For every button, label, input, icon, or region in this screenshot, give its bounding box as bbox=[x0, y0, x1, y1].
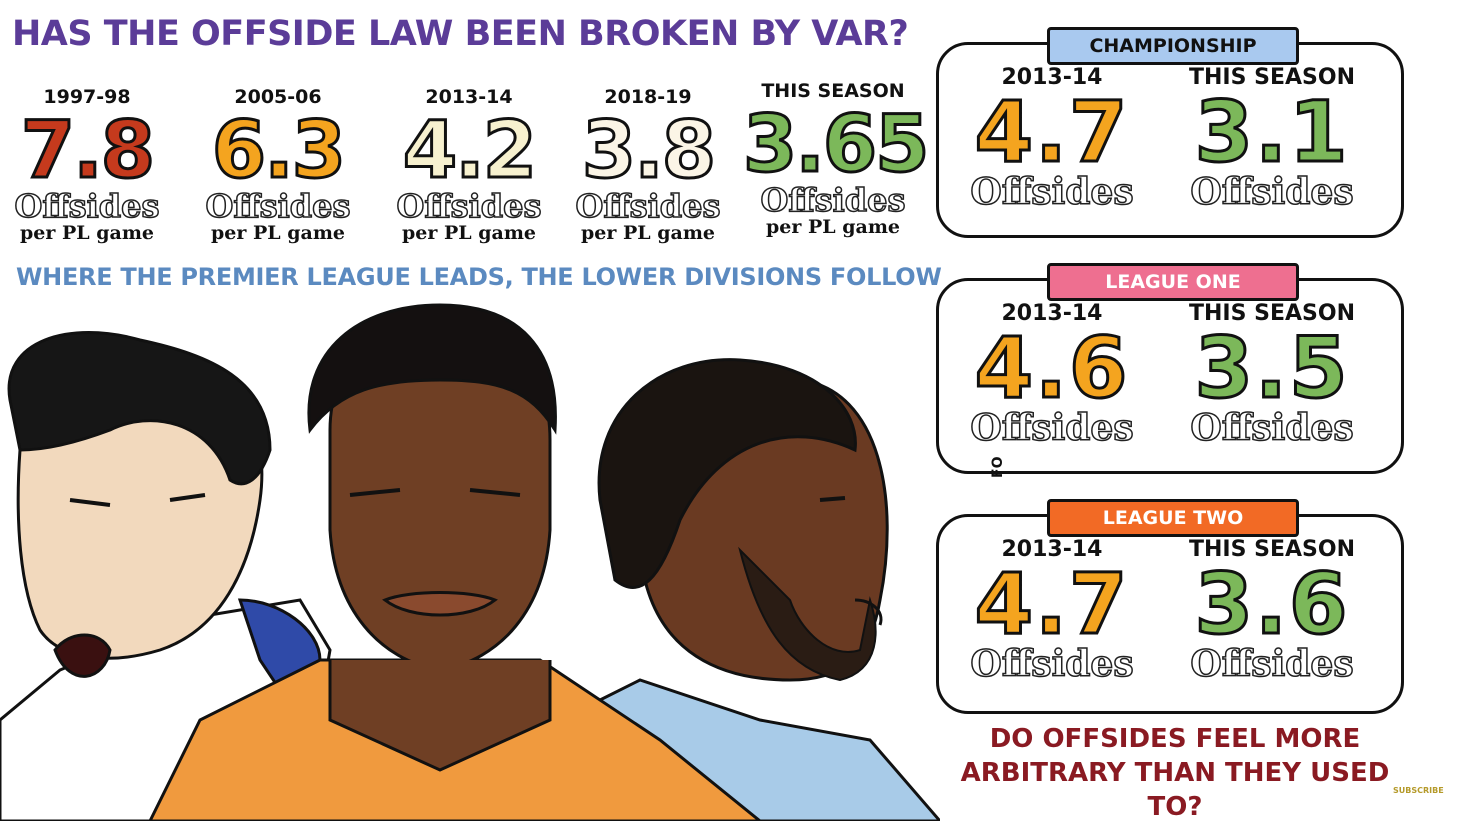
division-then: 2013-14 4.6 Offsides bbox=[947, 301, 1157, 449]
division-tag: LEAGUE TWO bbox=[1047, 499, 1299, 537]
division-then-unit: Offsides bbox=[970, 407, 1135, 449]
subtitle: WHERE THE PREMIER LEAGUE LEADS, THE LOWE… bbox=[16, 263, 942, 291]
stat-per: per PL game bbox=[580, 222, 716, 244]
stat-unit: Offsides bbox=[760, 181, 907, 219]
stat-per: per PL game bbox=[210, 222, 346, 244]
division-now-season: THIS SEASON bbox=[1189, 301, 1355, 326]
pl-stat: THIS SEASON 3.65 Offsides per PL game bbox=[742, 80, 931, 238]
division-panel: CHAMPIONSHIP 2013-14 4.7 Offsides THIS S… bbox=[936, 27, 1404, 238]
division-now-unit: Offsides bbox=[1190, 643, 1355, 685]
division-now-unit: Offsides bbox=[1190, 407, 1355, 449]
division-now-season: THIS SEASON bbox=[1189, 537, 1355, 562]
players-illustration bbox=[0, 303, 940, 821]
division-now-value: 3.1 bbox=[1193, 83, 1350, 181]
pl-stat: 2005-06 6.3 Offsides per PL game bbox=[188, 86, 368, 244]
division-tag: CHAMPIONSHIP bbox=[1047, 27, 1299, 65]
stat-per: per PL game bbox=[401, 222, 537, 244]
stat-unit: Offsides bbox=[205, 187, 352, 225]
division-then-season: 2013-14 bbox=[1001, 301, 1103, 326]
division-now-unit: Offsides bbox=[1190, 171, 1355, 213]
stat-season: 2018-19 bbox=[604, 86, 692, 108]
division-now-season: THIS SEASON bbox=[1189, 65, 1355, 90]
stat-value: 7.8 bbox=[19, 106, 156, 196]
division-then: 2013-14 4.7 Offsides bbox=[947, 65, 1157, 213]
stat-value: 4.2 bbox=[401, 106, 538, 196]
closing-question: DO OFFSIDES FEEL MORE ARBITRARY THAN THE… bbox=[940, 722, 1410, 824]
stat-season: 1997-98 bbox=[43, 86, 131, 108]
stat-per: per PL game bbox=[19, 222, 155, 244]
stat-season: 2005-06 bbox=[234, 86, 322, 108]
question-line-1: DO OFFSIDES FEEL MORE bbox=[989, 724, 1361, 754]
stat-per: per PL game bbox=[765, 216, 901, 238]
division-panel: LEAGUE ONE 2013-14 4.6 Offsides THIS SEA… bbox=[936, 263, 1404, 474]
division-then: 2013-14 4.7 Offsides bbox=[947, 537, 1157, 685]
stat-season: 2013-14 bbox=[425, 86, 513, 108]
stat-season: THIS SEASON bbox=[761, 80, 905, 102]
subscribe-button[interactable]: SUBSCRIBE bbox=[1393, 786, 1444, 795]
page-title: HAS THE OFFSIDE LAW BEEN BROKEN BY VAR? bbox=[12, 14, 909, 54]
division-now: THIS SEASON 3.5 Offsides bbox=[1167, 301, 1377, 449]
pl-stat: 1997-98 7.8 Offsides per PL game bbox=[0, 86, 177, 244]
stat-unit: Offsides bbox=[575, 187, 722, 225]
division-then-season: 2013-14 bbox=[1001, 65, 1103, 90]
division-then-season: 2013-14 bbox=[1001, 537, 1103, 562]
pl-stat: 2013-14 4.2 Offsides per PL game bbox=[379, 86, 559, 244]
division-then-value: 4.6 bbox=[973, 319, 1130, 417]
division-then-unit: Offsides bbox=[970, 643, 1135, 685]
division-now-value: 3.6 bbox=[1193, 555, 1350, 653]
division-now: THIS SEASON 3.1 Offsides bbox=[1167, 65, 1377, 213]
stat-unit: Offsides bbox=[14, 187, 161, 225]
division-then-value: 4.7 bbox=[973, 555, 1130, 653]
division-now-value: 3.5 bbox=[1193, 319, 1350, 417]
division-panel: LEAGUE TWO 2013-14 4.7 Offsides THIS SEA… bbox=[936, 499, 1404, 714]
division-tag: LEAGUE ONE bbox=[1047, 263, 1299, 301]
division-then-unit: Offsides bbox=[970, 171, 1135, 213]
division-then-value: 4.7 bbox=[973, 83, 1130, 181]
stat-value: 3.8 bbox=[580, 106, 717, 196]
player-illustration-center bbox=[148, 303, 763, 821]
pl-stat: 2018-19 3.8 Offsides per PL game bbox=[558, 86, 738, 244]
division-now: THIS SEASON 3.6 Offsides bbox=[1167, 537, 1377, 685]
stat-value: 6.3 bbox=[210, 106, 347, 196]
stat-unit: Offsides bbox=[396, 187, 543, 225]
question-line-2: ARBITRARY THAN THEY USED TO? bbox=[960, 758, 1390, 822]
player-illustration-right bbox=[578, 358, 940, 821]
stat-value: 3.65 bbox=[742, 100, 931, 190]
side-text: FO bbox=[990, 456, 1006, 478]
